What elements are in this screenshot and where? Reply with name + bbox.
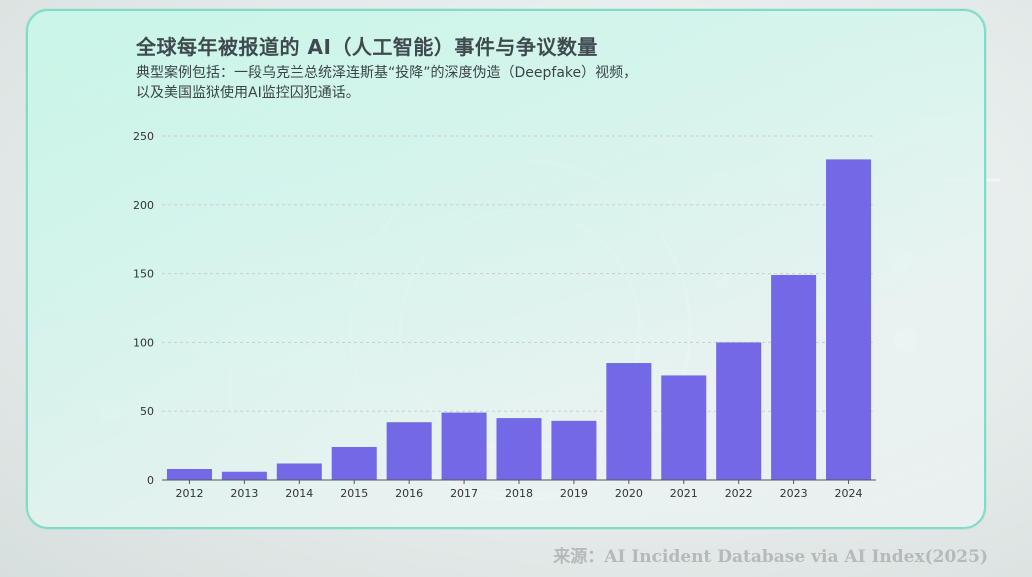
chart-title: 全球每年被报道的 AI（人工智能）事件与争议数量 bbox=[136, 35, 598, 59]
x-tick-label-2016: 2016 bbox=[395, 487, 423, 500]
y-tick-label-250: 250 bbox=[133, 130, 154, 143]
bar-2021 bbox=[661, 375, 707, 480]
bar-2019 bbox=[551, 420, 597, 480]
bar-2023 bbox=[771, 274, 817, 480]
subtitle-line-2: 以及美国监狱使用AI监控囚犯通话。 bbox=[136, 85, 360, 101]
y-tick-label-50: 50 bbox=[140, 405, 154, 418]
x-tick-label-2019: 2019 bbox=[560, 487, 588, 500]
x-tick-label-2012: 2012 bbox=[175, 487, 203, 500]
bar-2018 bbox=[496, 418, 542, 480]
x-tick-label-2015: 2015 bbox=[340, 487, 368, 500]
y-tick-label-150: 150 bbox=[133, 268, 154, 281]
x-tick-label-2023: 2023 bbox=[780, 487, 808, 500]
bar-2022 bbox=[716, 342, 762, 480]
x-tick-label-2022: 2022 bbox=[725, 487, 753, 500]
bar-2015 bbox=[331, 446, 377, 480]
chart-subtitle: 典型案例包括：一段乌克兰总统泽连斯基“投降”的深度伪造（Deepfake）视频，… bbox=[136, 63, 637, 103]
bar-2012 bbox=[166, 468, 212, 480]
y-tick-label-100: 100 bbox=[133, 336, 154, 349]
x-tick-label-2017: 2017 bbox=[450, 487, 478, 500]
x-tick-label-2013: 2013 bbox=[230, 487, 258, 500]
subtitle-line-1: 典型案例包括：一段乌克兰总统泽连斯基“投降”的深度伪造（Deepfake）视频， bbox=[136, 65, 638, 81]
bar-2024 bbox=[826, 159, 872, 480]
x-tick-label-2020: 2020 bbox=[615, 487, 643, 500]
source-note: 来源：AI Incident Database via AI Index(202… bbox=[553, 547, 988, 567]
bar-2013 bbox=[221, 471, 267, 480]
x-tick-label-2024: 2024 bbox=[835, 487, 863, 500]
bar-2014 bbox=[276, 463, 322, 480]
x-tick-label-2018: 2018 bbox=[505, 487, 533, 500]
x-tick-label-2021: 2021 bbox=[670, 487, 698, 500]
y-tick-label-0: 0 bbox=[147, 474, 154, 487]
y-tick-label-200: 200 bbox=[133, 199, 154, 212]
bar-2016 bbox=[386, 422, 432, 480]
x-tick-label-2014: 2014 bbox=[285, 487, 313, 500]
bar-2020 bbox=[606, 363, 652, 480]
bar-2017 bbox=[441, 412, 487, 480]
